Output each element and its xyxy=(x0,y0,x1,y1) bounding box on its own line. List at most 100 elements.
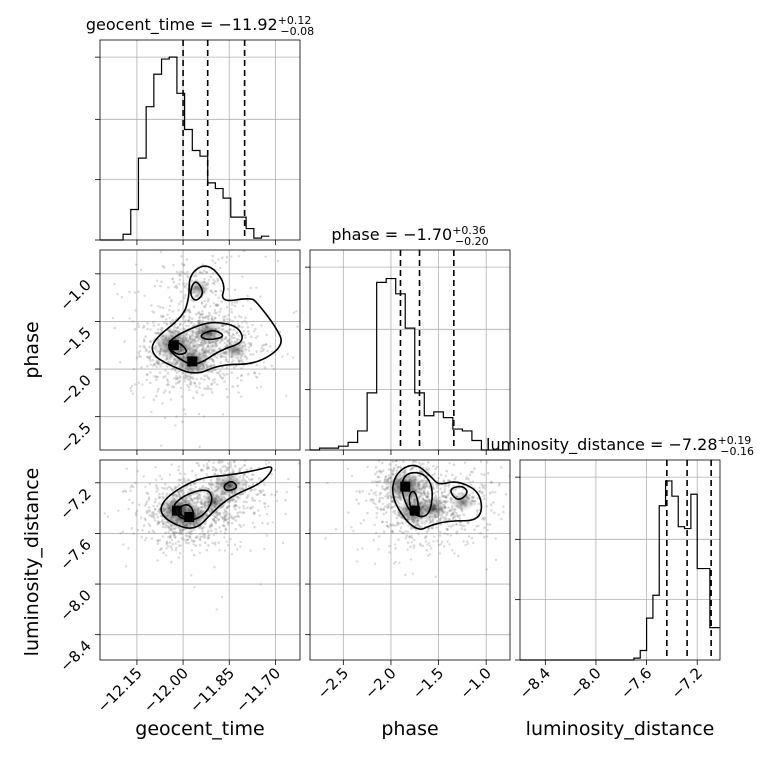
luminosity_distance-vs-phase-point-1-210 xyxy=(457,554,460,558)
luminosity_distance-vs-geocent_time-point-1-87 xyxy=(161,496,164,499)
luminosity_distance-vs-geocent_time-point-3-125 xyxy=(203,534,207,537)
luminosity_distance-vs-geocent_time-point-0-187 xyxy=(156,522,159,526)
phase-vs-geocent_time-point-0-28 xyxy=(152,364,155,367)
phase-vs-geocent_time-point-wide-155 xyxy=(230,308,233,311)
luminosity_distance-vs-geocent_time-contour-0 xyxy=(160,466,273,529)
phase-vs-geocent_time-point-0-94 xyxy=(159,314,163,318)
luminosity_distance-vs-geocent_time-point-wide-36 xyxy=(188,453,190,455)
phase-vs-geocent_time-point-wide-52 xyxy=(207,351,211,354)
luminosity_distance-vs-geocent_time-point-1-152 xyxy=(212,518,215,521)
phase-vs-geocent_time-point-0-122 xyxy=(133,327,137,331)
phase-vs-geocent_time-point-wide-133 xyxy=(207,350,211,353)
phase-vs-geocent_time-point-0-286 xyxy=(199,344,203,347)
phase-vs-geocent_time-point-0-296 xyxy=(161,315,165,318)
phase-vs-geocent_time-point-2-168 xyxy=(224,358,228,362)
luminosity_distance-vs-geocent_time-point-1-265 xyxy=(198,538,202,542)
luminosity_distance-vs-geocent_time-point-2-188 xyxy=(257,509,260,512)
luminosity_distance-vs-geocent_time-point-wide-18 xyxy=(207,456,209,458)
phase-vs-geocent_time-point-wide-183 xyxy=(256,335,259,338)
luminosity_distance-vs-geocent_time-point-wide-156 xyxy=(190,549,194,552)
luminosity_distance-vs-phase-point-wide-214 xyxy=(498,484,501,487)
luminosity_distance-vs-geocent_time-point-2-13 xyxy=(221,465,224,469)
luminosity_distance-vs-phase-point-wide-68 xyxy=(404,573,407,577)
luminosity_distance-vs-geocent_time-point-2-183 xyxy=(243,472,246,476)
luminosity_distance-vs-geocent_time-point-0-300 xyxy=(148,514,151,517)
phase-vs-geocent_time-point-2-98 xyxy=(243,319,246,323)
luminosity_distance-vs-geocent_time-point-3-32 xyxy=(183,479,186,483)
luminosity_distance-vs-geocent_time-point-1-101 xyxy=(214,521,217,525)
phase-vs-geocent_time-point-1-176 xyxy=(179,376,182,379)
luminosity_distance-vs-geocent_time-point-2-207 xyxy=(246,475,249,479)
phase-vs-geocent_time-point-3-43 xyxy=(226,287,230,291)
phase-vs-geocent_time-point-2-151 xyxy=(192,305,196,309)
phase-vs-geocent_time-point-0-152 xyxy=(155,331,159,335)
phase-vs-geocent_time-yticklabel-1: −1.5 xyxy=(56,324,94,362)
luminosity_distance-vs-geocent_time-point-3-37 xyxy=(203,486,207,490)
luminosity_distance-vs-phase-point-wide-60 xyxy=(434,575,437,578)
phase-vs-geocent_time-point-wide-132 xyxy=(240,374,244,377)
phase-vs-geocent_time-point-wide-232 xyxy=(169,398,173,401)
luminosity_distance-vs-phase-point-wide-171 xyxy=(396,521,399,524)
luminosity_distance-vs-phase-point-1-34 xyxy=(397,538,400,541)
luminosity_distance-vs-geocent_time-point-wide-127 xyxy=(264,502,267,505)
luminosity_distance-vs-geocent_time-point-2-205 xyxy=(245,496,249,499)
luminosity_distance-vs-phase-point-wide-42 xyxy=(494,491,497,494)
phase-vs-geocent_time-point-wide-55 xyxy=(218,313,221,317)
phase-vs-geocent_time-point-2-73 xyxy=(216,304,219,308)
luminosity_distance-vs-phase-point-2-14 xyxy=(451,512,455,516)
phase-vs-geocent_time-point-2-177 xyxy=(177,302,181,306)
phase-marginal-hist xyxy=(310,277,510,451)
luminosity_distance-vs-geocent_time-point-wide-12 xyxy=(179,544,183,547)
luminosity_distance-vs-phase-point-wide-71 xyxy=(451,549,454,552)
phase-vs-geocent_time-point-2-11 xyxy=(189,329,192,333)
luminosity_distance-vs-phase-point-1-119 xyxy=(372,538,376,542)
luminosity_distance-vs-geocent_time-point-3-77 xyxy=(181,490,184,493)
luminosity_distance-vs-geocent_time-point-2-51 xyxy=(255,493,259,497)
luminosity_distance-vs-phase-point-1-19 xyxy=(435,484,439,487)
luminosity_distance-vs-phase-point-wide-13 xyxy=(445,484,448,487)
luminosity_distance-vs-geocent_time-point-2-81 xyxy=(244,460,247,462)
phase-vs-geocent_time-point-wide-92 xyxy=(173,285,176,288)
luminosity_distance-vs-geocent_time-point-wide-51 xyxy=(206,531,209,534)
luminosity_distance-vs-phase-point-wide-185 xyxy=(355,490,358,493)
luminosity_distance-vs-geocent_time-point-3-71 xyxy=(236,514,240,517)
luminosity_distance-vs-geocent_time-point-wide-190 xyxy=(218,513,222,516)
luminosity_distance-vs-geocent_time-point-2-174 xyxy=(243,472,246,476)
phase-vs-geocent_time-point-wide-214 xyxy=(258,372,261,375)
phase-vs-geocent_time-point-wide-225 xyxy=(164,214,166,216)
phase-vs-geocent_time-point-2-122 xyxy=(227,333,231,336)
luminosity_distance-vs-phase-point-3-28 xyxy=(444,496,448,499)
phase-vs-geocent_time-point-0-46 xyxy=(146,355,149,359)
luminosity_distance-vs-geocent_time-point-2-196 xyxy=(261,489,265,492)
luminosity_distance-vs-geocent_time-point-wide-109 xyxy=(156,488,159,491)
luminosity_distance-vs-geocent_time-point-3-70 xyxy=(218,512,221,515)
luminosity_distance-vs-geocent_time-point-wide-200 xyxy=(210,522,213,525)
luminosity_distance-vs-geocent_time-point-0-144 xyxy=(177,483,181,487)
luminosity_distance-vs-geocent_time-point-0-273 xyxy=(150,514,153,517)
luminosity_distance-vs-geocent_time-point-0-255 xyxy=(176,485,179,488)
luminosity_distance-vs-phase-point-wide-6 xyxy=(424,535,427,539)
luminosity_distance-vs-geocent_time-point-0-301 xyxy=(153,500,157,504)
phase-vs-geocent_time-point-3-9 xyxy=(160,280,163,284)
luminosity_distance-vs-geocent_time-point-2-166 xyxy=(235,499,238,503)
luminosity_distance-vs-geocent_time-point-3-129 xyxy=(253,499,256,502)
luminosity_distance-vs-geocent_time-point-wide-178 xyxy=(213,566,216,569)
phase-vs-geocent_time-point-1-152 xyxy=(217,371,220,375)
phase-vs-geocent_time-point-4-52 xyxy=(237,360,241,364)
luminosity_distance-vs-phase-point-wide-221 xyxy=(456,514,459,517)
luminosity_distance-vs-phase-point-wide-250 xyxy=(448,489,451,492)
luminosity_distance-vs-geocent_time-point-1-275 xyxy=(223,531,227,535)
phase-vs-geocent_time-point-2-167 xyxy=(213,309,217,312)
phase-vs-geocent_time-point-wide-53 xyxy=(220,324,223,327)
luminosity_distance-vs-geocent_time-point-2-15 xyxy=(210,483,213,487)
luminosity_distance-vs-phase-point-wide-195 xyxy=(494,537,497,540)
luminosity_distance-vs-phase-point-wide-226 xyxy=(485,535,489,538)
phase-vs-geocent_time-point-3-99 xyxy=(184,285,187,289)
luminosity_distance-vs-geocent_time-yticklabel-3: −8.4 xyxy=(56,637,94,675)
luminosity_distance-vs-phase-point-3-84 xyxy=(442,480,445,484)
phase-vs-geocent_time-point-2-59 xyxy=(203,305,207,309)
phase-vs-geocent_time-point-1-29 xyxy=(211,358,215,362)
phase-vs-geocent_time-point-2-196 xyxy=(191,324,194,328)
luminosity_distance-vs-phase-point-0-296 xyxy=(390,500,394,504)
luminosity_distance-vs-phase-point-2-58 xyxy=(446,500,449,503)
